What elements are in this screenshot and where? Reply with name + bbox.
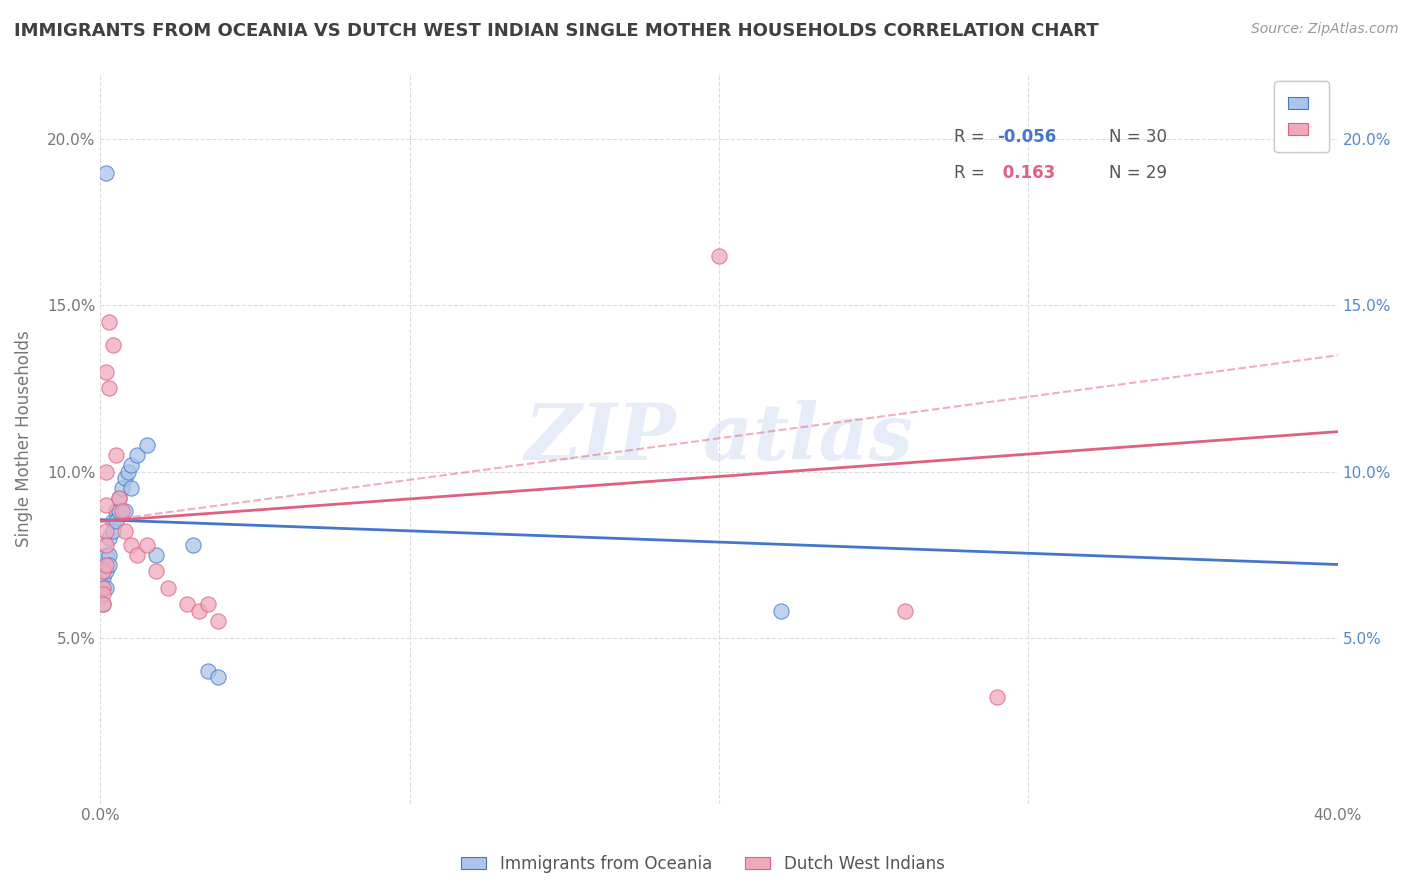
Point xyxy=(145,564,167,578)
Point xyxy=(707,249,730,263)
Point xyxy=(91,571,114,585)
Point xyxy=(197,598,219,612)
Point xyxy=(107,504,129,518)
Point xyxy=(120,458,142,472)
Point xyxy=(111,504,134,518)
Point xyxy=(98,382,121,396)
Point xyxy=(96,581,118,595)
Point xyxy=(107,491,129,505)
Point xyxy=(104,504,127,518)
Point xyxy=(96,558,118,572)
Point xyxy=(96,538,118,552)
Point xyxy=(96,465,118,479)
Point xyxy=(117,465,139,479)
Point xyxy=(98,558,121,572)
Point xyxy=(127,448,149,462)
Text: N = 29: N = 29 xyxy=(1109,164,1167,182)
Point xyxy=(135,538,157,552)
Point xyxy=(104,514,127,528)
Point xyxy=(986,690,1008,705)
Text: R =: R = xyxy=(955,128,990,145)
Point xyxy=(181,538,204,552)
Point xyxy=(96,548,118,562)
Text: R =: R = xyxy=(955,164,990,182)
Point xyxy=(96,365,118,379)
Point xyxy=(96,498,118,512)
Point xyxy=(188,604,211,618)
Point xyxy=(98,315,121,329)
Point xyxy=(91,587,114,601)
Point xyxy=(114,471,136,485)
Text: Source: ZipAtlas.com: Source: ZipAtlas.com xyxy=(1251,22,1399,37)
Point xyxy=(176,598,198,612)
Point xyxy=(135,438,157,452)
Text: 0.163: 0.163 xyxy=(997,164,1056,182)
Point xyxy=(107,491,129,505)
Point xyxy=(96,166,118,180)
Point xyxy=(91,598,114,612)
Point xyxy=(91,564,114,578)
Point xyxy=(145,548,167,562)
Point xyxy=(769,604,792,618)
Point xyxy=(127,548,149,562)
Point xyxy=(91,558,114,572)
Point xyxy=(120,481,142,495)
Text: -0.056: -0.056 xyxy=(997,128,1057,145)
Point xyxy=(98,548,121,562)
Point xyxy=(91,581,114,595)
Legend: Immigrants from Oceania, Dutch West Indians: Immigrants from Oceania, Dutch West Indi… xyxy=(454,848,952,880)
Point xyxy=(197,664,219,678)
Point xyxy=(101,524,124,539)
Point xyxy=(114,524,136,539)
Point xyxy=(157,581,180,595)
Point xyxy=(104,448,127,462)
Point xyxy=(111,481,134,495)
Text: N = 30: N = 30 xyxy=(1109,128,1167,145)
Point xyxy=(207,670,229,684)
Point xyxy=(101,514,124,528)
Point xyxy=(120,538,142,552)
Point xyxy=(893,604,915,618)
Point xyxy=(114,504,136,518)
Text: ZIP atlas: ZIP atlas xyxy=(524,400,914,476)
Point xyxy=(96,564,118,578)
Legend: , : , xyxy=(1274,81,1330,153)
Point xyxy=(91,598,114,612)
Y-axis label: Single Mother Households: Single Mother Households xyxy=(15,330,32,547)
Point xyxy=(91,581,114,595)
Point xyxy=(101,338,124,352)
Point xyxy=(96,524,118,539)
Point xyxy=(207,614,229,628)
Text: IMMIGRANTS FROM OCEANIA VS DUTCH WEST INDIAN SINGLE MOTHER HOUSEHOLDS CORRELATIO: IMMIGRANTS FROM OCEANIA VS DUTCH WEST IN… xyxy=(14,22,1098,40)
Point xyxy=(98,531,121,545)
